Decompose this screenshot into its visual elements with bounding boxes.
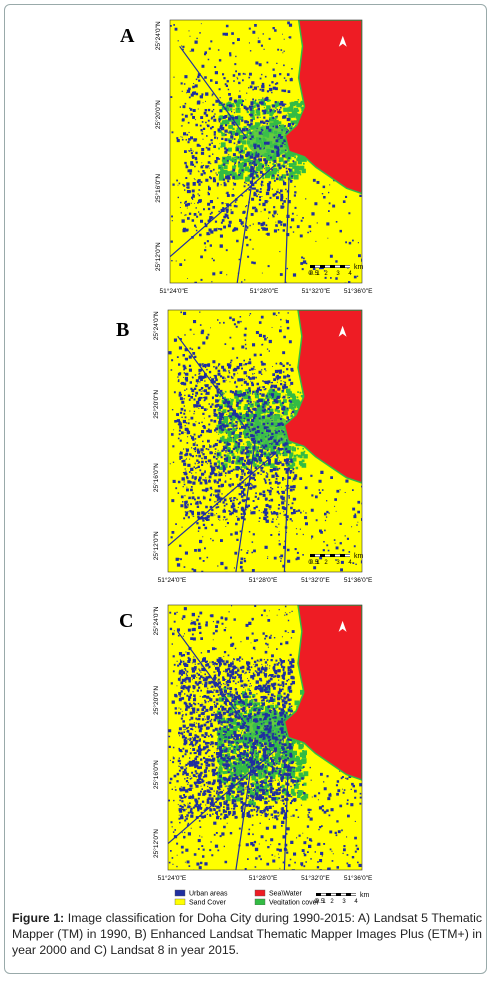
scale-tick-label: 3 [336, 271, 340, 277]
urban-areas [170, 21, 362, 283]
latitude-label: 25°12'0"N [152, 531, 160, 560]
scale-bar-segment [325, 554, 330, 557]
legend-swatch [254, 889, 266, 897]
latitude-label: 25°16'0"N [152, 463, 160, 492]
latitude-label: 25°12'0"N [152, 829, 160, 858]
scale-tick-label: 3 [336, 560, 340, 566]
caption-label: Figure 1: [12, 911, 65, 925]
map [170, 20, 362, 283]
map-panel: B 25°24'0"N 25°20'0"N 25°16'0"N 25°12'0"N 51°… [116, 309, 373, 584]
sea-water [283, 310, 362, 484]
scale-tick-label: 1 [316, 560, 320, 566]
panel-label: A [120, 25, 135, 47]
latitude-label: 25°24'0"N [152, 311, 160, 340]
map-border [167, 604, 363, 871]
legend-label: Sand Cover [189, 900, 227, 906]
longitude-label: 51°36'0"E [344, 576, 373, 584]
sea-water [284, 20, 362, 195]
north-arrow [338, 325, 347, 337]
scale-tick-label: 1 [316, 271, 320, 277]
scale-bar-segment [341, 893, 346, 896]
scale-tick-label: 4 [348, 271, 352, 277]
scale-bar-segment [345, 554, 350, 557]
longitude-label: 51°24'0"E [158, 576, 187, 584]
latitude-label: 25°20'0"N [152, 686, 160, 715]
longitude-label: 51°32'0"E [301, 576, 330, 584]
roads [170, 45, 290, 283]
legend-label: Sea\Water [269, 891, 302, 898]
scale-tick-label: 0.5 [316, 899, 325, 905]
figure-frame [4, 4, 487, 974]
panel-label: C [119, 610, 133, 632]
roads [168, 335, 289, 572]
legend-label: Vegitation cover [269, 900, 319, 906]
scale-tick-label: 0.5 [310, 271, 319, 277]
scale-tick-label: 4 [348, 560, 352, 566]
scale-unit: km [354, 264, 364, 271]
latitude-label: 25°20'0"N [154, 100, 162, 129]
longitude-label: 51°36'0"E [344, 874, 373, 882]
caption: Figure 1: Image classification for Doha … [12, 910, 482, 958]
map-border [167, 309, 363, 573]
scale-bar-segment [321, 893, 326, 896]
longitude-label: 51°36'0"E [344, 287, 373, 295]
scale-tick-label: 4 [354, 899, 358, 905]
longitude-label: 51°28'0"E [250, 287, 279, 295]
north-arrow [338, 35, 347, 47]
sea-water [283, 605, 362, 781]
map [168, 310, 362, 572]
legend-swatch [174, 889, 186, 897]
scale-bar-segment [315, 265, 320, 268]
scale-tick-label: 1 [322, 899, 326, 905]
longitude-label: 51°32'0"E [302, 287, 331, 295]
map [168, 605, 362, 870]
panel-label: B [116, 319, 129, 341]
latitude-label: 25°12'0"N [154, 242, 162, 271]
scale-bar-segment [335, 265, 340, 268]
latitude-label: 25°20'0"N [152, 390, 160, 419]
scale-tick-label: 0 [308, 271, 312, 277]
legend-swatch [254, 898, 266, 905]
urban-areas [168, 311, 362, 572]
scale-tick-label: 2 [324, 560, 328, 566]
longitude-label: 51°28'0"E [249, 874, 278, 882]
longitude-label: 51°24'0"E [158, 874, 187, 882]
scale-bar-segment [345, 265, 350, 268]
legend-swatch [174, 898, 186, 905]
north-arrow [338, 620, 347, 632]
latitude-label: 25°16'0"N [152, 760, 160, 789]
scale-bar-segment [335, 554, 340, 557]
longitude-label: 51°24'0"E [160, 287, 189, 295]
figure: A 25°24'0"N 25°20'0"N 25°16'0"N 25°12'0"N 51°… [116, 19, 373, 906]
scale-tick-label: 3 [342, 899, 346, 905]
scale-tick-label: 2 [324, 271, 328, 277]
latitude-label: 25°24'0"N [154, 21, 162, 50]
longitude-label: 51°32'0"E [301, 874, 330, 882]
urban-areas [168, 605, 362, 870]
scale-tick-label: 0 [308, 560, 312, 566]
scale-tick-label: 0.5 [310, 560, 319, 566]
vegetation-core [246, 125, 293, 157]
caption-text: Image classification for Doha City durin… [12, 911, 482, 957]
scale-unit: km [360, 892, 370, 899]
roads [168, 631, 289, 870]
scale-bar-segment [331, 893, 336, 896]
scale-tick-label: 0 [314, 899, 318, 905]
scale-bar-segment [325, 265, 330, 268]
latitude-label: 25°16'0"N [154, 174, 162, 203]
scale-unit: km [354, 553, 364, 560]
longitude-label: 51°28'0"E [249, 576, 278, 584]
scale-bar-segment [351, 893, 356, 896]
scale-bar-segment [315, 554, 320, 557]
scale-tick-label: 2 [330, 899, 334, 905]
map-border [169, 19, 363, 284]
map-panel: C 25°24'0"N 25°20'0"N 25°16'0"N 25°12'0"N 51°… [119, 604, 373, 905]
legend-label: Urban areas [189, 891, 228, 898]
latitude-label: 25°24'0"N [152, 606, 160, 635]
map-panel: A 25°24'0"N 25°20'0"N 25°16'0"N 25°12'0"N 51°… [120, 19, 373, 295]
